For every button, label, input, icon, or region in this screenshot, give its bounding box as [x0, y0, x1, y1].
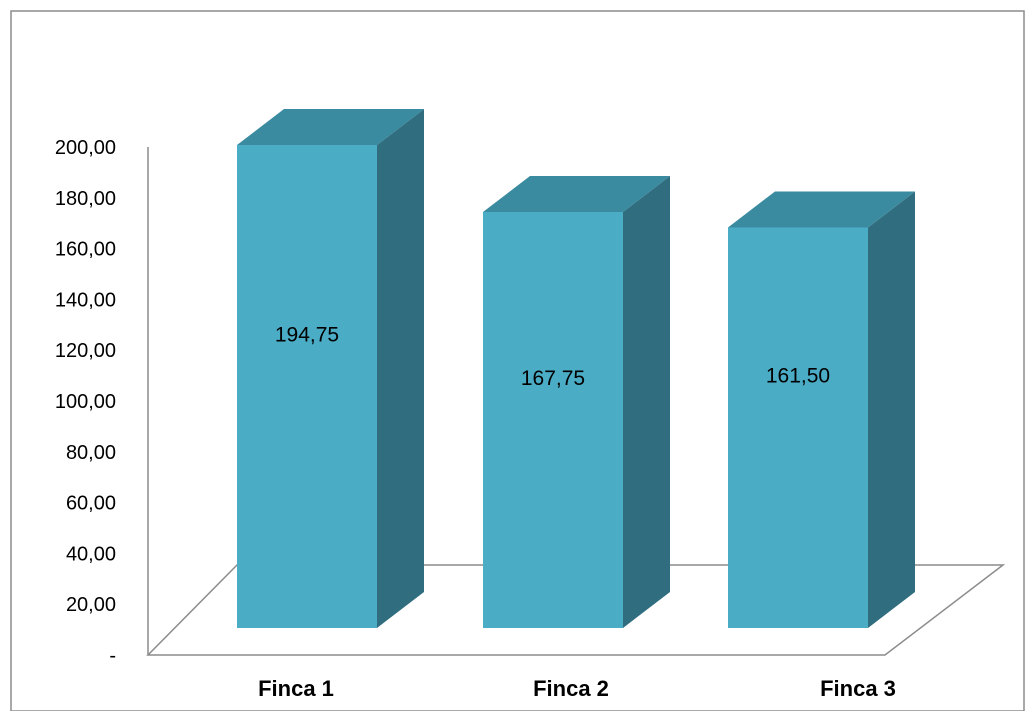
y-tick-label: 160,00 [55, 239, 116, 261]
data-label: 161,50 [766, 365, 830, 388]
y-tick-label: - [109, 645, 116, 667]
bar [728, 191, 915, 629]
y-tick-label: 60,00 [66, 493, 116, 515]
bar-side [377, 109, 424, 628]
y-tick-label: 20,00 [66, 594, 116, 616]
bar [237, 109, 424, 628]
y-tick-label: 200,00 [55, 137, 116, 159]
bar-top [237, 109, 424, 146]
floor-plane [146, 564, 1006, 656]
y-tick-label: 80,00 [66, 442, 116, 464]
bars [237, 109, 915, 629]
bar-top [728, 191, 915, 228]
y-axis: - 20,00 40,00 60,00 80,00 100,00 120,00 140,00 1… [55, 137, 149, 667]
y-tick-label: 100,00 [55, 391, 116, 413]
bar-side [623, 175, 670, 629]
y-tick-label: 120,00 [55, 340, 116, 362]
bar-top [483, 175, 670, 212]
bar [483, 175, 670, 629]
x-category-label: Finca 2 [533, 676, 609, 701]
y-tick-label: 40,00 [66, 543, 116, 565]
bar-front [728, 227, 868, 629]
bar-front [483, 211, 623, 629]
bar-side [868, 191, 915, 629]
data-label: 194,75 [275, 324, 339, 347]
y-tick-label: 140,00 [55, 289, 116, 311]
y-tick-label: 180,00 [55, 188, 116, 210]
x-category-label: Finca 1 [258, 676, 334, 701]
chart-border [10, 10, 1025, 711]
labels: 194,75 Finca 1 167,75 Finca 2 161,50 Finca 3 [258, 324, 896, 701]
data-label: 167,75 [521, 367, 585, 390]
x-category-label: Finca 3 [820, 676, 896, 701]
bar-front [237, 145, 377, 628]
chart-floor [146, 564, 1006, 656]
